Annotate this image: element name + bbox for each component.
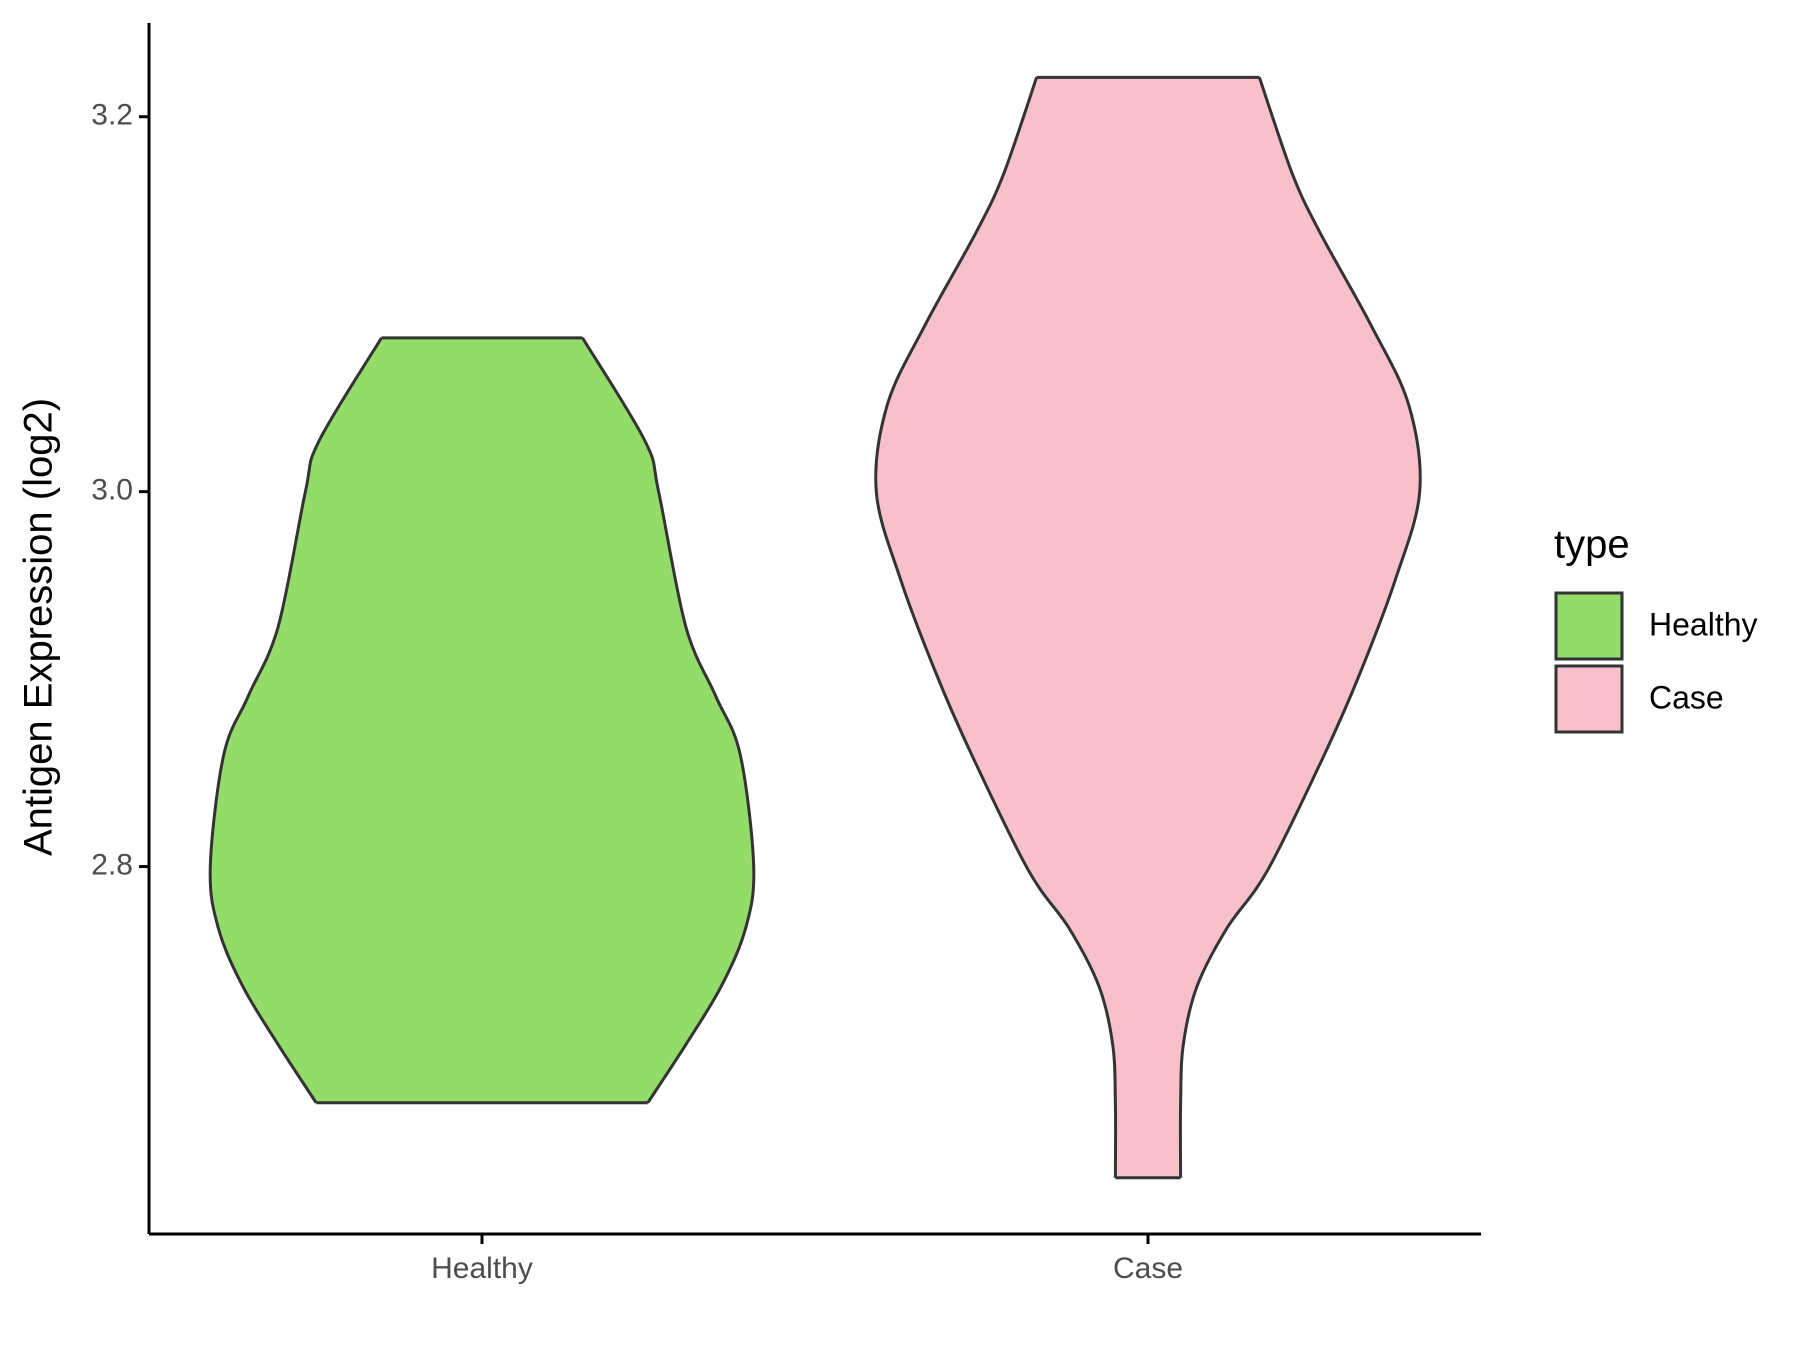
violin-outline xyxy=(581,337,756,1104)
x-tick-label: Healthy xyxy=(431,1252,533,1285)
legend-label: Case xyxy=(1649,679,1724,715)
violin-half xyxy=(210,337,482,1103)
legend-key xyxy=(1554,664,1624,734)
violin-half xyxy=(1148,77,1421,1178)
legend-title: type xyxy=(1554,523,1630,567)
y-tick-label: 3.0 xyxy=(91,474,133,507)
x-tick-label: Case xyxy=(1113,1252,1183,1285)
violin-half xyxy=(875,77,1148,1178)
violin-outline xyxy=(1178,76,1422,1178)
y-tick-label: 2.8 xyxy=(91,848,133,881)
violin-outline xyxy=(874,76,1118,1178)
violin-half xyxy=(482,337,754,1103)
y-tick-label: 3.2 xyxy=(91,99,133,132)
legend-key xyxy=(1554,591,1624,661)
legend-label: Healthy xyxy=(1649,606,1758,642)
violin-outline xyxy=(208,337,383,1104)
y-axis-title: Antigen Expression (log2) xyxy=(17,398,61,856)
